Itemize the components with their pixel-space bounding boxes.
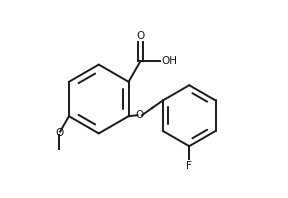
- Text: F: F: [186, 161, 192, 171]
- Text: OH: OH: [161, 56, 177, 66]
- Text: O: O: [136, 31, 145, 41]
- Text: O: O: [135, 110, 143, 120]
- Text: O: O: [55, 128, 63, 138]
